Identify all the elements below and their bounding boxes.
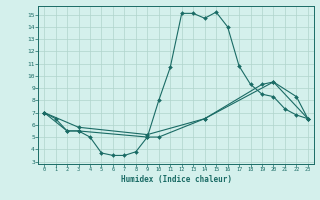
X-axis label: Humidex (Indice chaleur): Humidex (Indice chaleur) bbox=[121, 175, 231, 184]
